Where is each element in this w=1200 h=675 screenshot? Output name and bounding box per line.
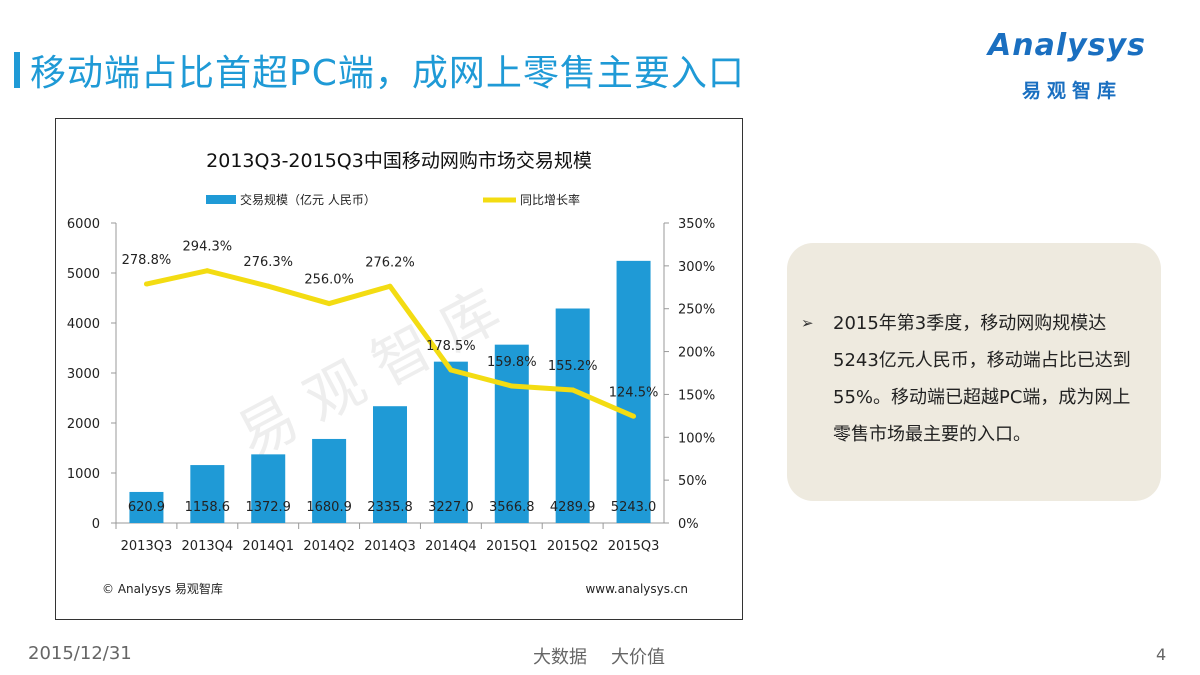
bar-value-label: 5243.0 <box>611 500 657 515</box>
category-label: 2014Q3 <box>364 539 416 554</box>
growth-rate-point <box>204 268 210 274</box>
category-label: 2015Q3 <box>608 539 660 554</box>
growth-rate-label: 276.3% <box>243 255 293 270</box>
bar-value-label: 1158.6 <box>185 500 231 515</box>
analysys-logo: Analysys 易观智库 <box>988 28 1178 108</box>
bar-2013Q3 <box>129 491 164 523</box>
growth-rate-label: 278.8% <box>122 253 172 268</box>
bar-value-label: 1680.9 <box>306 500 352 515</box>
growth-rate-point <box>509 383 515 389</box>
legend-label-line: 同比增长率 <box>520 192 580 207</box>
category-label: 2013Q4 <box>182 539 234 554</box>
legend-label-bar: 交易规模（亿元 人民币） <box>240 192 376 207</box>
left-tick-label: 3000 <box>67 367 100 382</box>
bar-value-label: 3227.0 <box>428 500 474 515</box>
right-tick-label: 300% <box>678 260 715 275</box>
page-number: 4 <box>1156 645 1167 664</box>
growth-rate-point <box>631 413 637 419</box>
chart-url: www.analysys.cn <box>585 582 688 596</box>
growth-rate-point <box>387 283 393 289</box>
right-tick-label: 150% <box>678 388 715 403</box>
summary-box: ➢ 2015年第3季度，移动网购规模达5243亿元人民币，移动端占比已达到55%… <box>787 243 1161 501</box>
growth-rate-label: 294.3% <box>183 240 233 255</box>
growth-rate-point <box>448 367 454 373</box>
right-tick-label: 350% <box>678 217 715 232</box>
growth-rate-point <box>265 283 271 289</box>
growth-rate-point <box>143 281 149 287</box>
growth-rate-label: 124.5% <box>609 385 659 400</box>
growth-rate-label: 159.8% <box>487 355 537 370</box>
logo-subtitle: 易观智库 <box>1022 80 1123 102</box>
logo-wordmark: Analysys <box>988 28 1146 63</box>
summary-text-block: ➢ 2015年第3季度，移动网购规模达5243亿元人民币，移动端占比已达到55%… <box>801 305 1139 453</box>
chart-source: © Analysys 易观智库 <box>102 581 223 596</box>
summary-text: 2015年第3季度，移动网购规模达5243亿元人民币，移动端占比已达到55%。移… <box>833 313 1131 445</box>
category-label: 2014Q1 <box>242 539 294 554</box>
right-tick-label: 100% <box>678 431 715 446</box>
growth-rate-point <box>570 387 576 393</box>
bar-2014Q1 <box>251 454 286 523</box>
left-tick-label: 0 <box>92 517 100 532</box>
bar-value-label: 620.9 <box>128 500 165 515</box>
legend-swatch-bar <box>206 195 236 204</box>
left-tick-label: 2000 <box>67 417 100 432</box>
left-tick-label: 1000 <box>67 467 100 482</box>
left-tick-label: 5000 <box>67 267 100 282</box>
category-label: 2014Q2 <box>303 539 355 554</box>
bar-value-label: 2335.8 <box>367 500 413 515</box>
left-tick-label: 6000 <box>67 217 100 232</box>
growth-rate-label: 276.2% <box>365 255 415 270</box>
category-label: 2013Q3 <box>121 539 173 554</box>
bullet-arrow-icon: ➢ <box>801 314 814 332</box>
right-tick-label: 0% <box>678 517 699 532</box>
right-tick-label: 200% <box>678 346 715 361</box>
left-tick-label: 4000 <box>67 317 100 332</box>
category-label: 2014Q4 <box>425 539 477 554</box>
category-label: 2015Q1 <box>486 539 538 554</box>
footer-tagline-2: 大价值 <box>611 647 665 668</box>
bar-2015Q1 <box>494 344 529 523</box>
growth-rate-label: 256.0% <box>304 273 354 288</box>
slide-title: 移动端占比首超PC端，成网上零售主要入口 <box>30 53 745 94</box>
right-tick-label: 50% <box>678 474 707 489</box>
title-accent-bar <box>14 52 20 88</box>
chart-frame: 2013Q3-2015Q3中国移动网购市场交易规模 易观智库 交易规模（亿元 人民币… <box>55 118 743 620</box>
bar-value-label: 4289.9 <box>550 500 596 515</box>
bar-2015Q2 <box>555 308 590 523</box>
bar-value-label: 3566.8 <box>489 500 535 515</box>
bar-value-label: 1372.9 <box>245 500 291 515</box>
growth-rate-label: 155.2% <box>548 359 598 374</box>
bar-2014Q2 <box>312 438 347 523</box>
right-tick-label: 250% <box>678 303 715 318</box>
chart-title: 2013Q3-2015Q3中国移动网购市场交易规模 <box>206 150 592 172</box>
bar-2014Q3 <box>373 406 407 523</box>
bar-2013Q4 <box>190 465 225 523</box>
growth-rate-label: 178.5% <box>426 339 476 354</box>
growth-rate-point <box>326 301 332 307</box>
footer-tagline-1: 大数据 <box>533 647 587 668</box>
category-label: 2015Q2 <box>547 539 599 554</box>
bar-2014Q4 <box>433 361 468 523</box>
footer-date: 2015/12/31 <box>28 643 132 664</box>
bar-2015Q3 <box>616 260 651 523</box>
